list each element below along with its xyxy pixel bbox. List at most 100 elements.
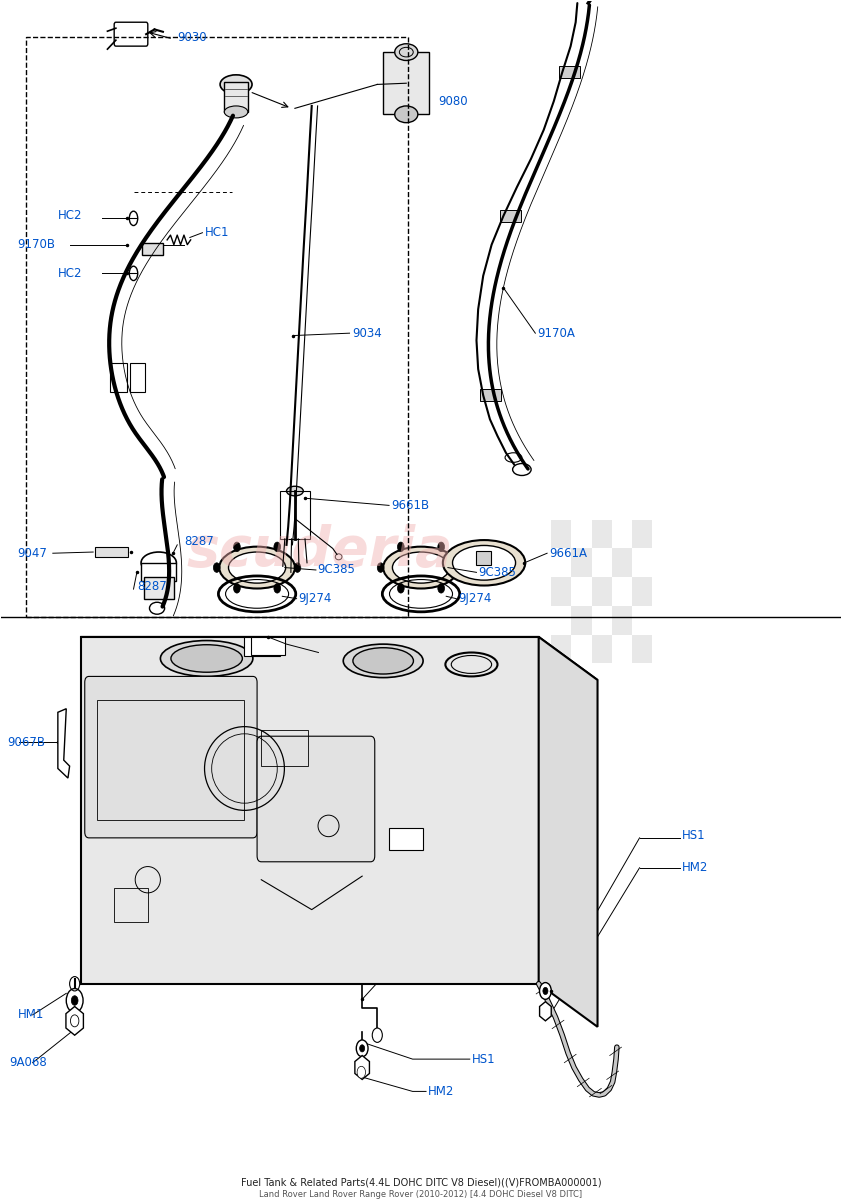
Text: HS1: HS1 — [472, 1052, 495, 1066]
Text: 9002: 9002 — [557, 757, 587, 770]
Ellipse shape — [220, 74, 252, 94]
Circle shape — [294, 563, 301, 572]
Bar — [552, 520, 572, 548]
Circle shape — [67, 989, 83, 1013]
Bar — [261, 731, 307, 766]
Text: HC2: HC2 — [58, 210, 83, 222]
Bar — [612, 635, 632, 664]
Circle shape — [233, 542, 240, 552]
Bar — [632, 548, 653, 577]
Text: HM2: HM2 — [681, 862, 708, 875]
Bar — [572, 635, 592, 664]
Bar — [280, 491, 310, 539]
Text: 8287: 8287 — [137, 581, 167, 593]
Bar — [632, 635, 653, 664]
Circle shape — [274, 542, 280, 552]
Circle shape — [438, 583, 445, 593]
Ellipse shape — [392, 552, 450, 583]
Text: HC1: HC1 — [205, 227, 230, 239]
Polygon shape — [539, 637, 598, 1027]
Circle shape — [360, 1045, 365, 1052]
Text: Fuel Tank & Related Parts(4.4L DOHC DITC V8 Diesel)((V)FROMBA000001): Fuel Tank & Related Parts(4.4L DOHC DITC… — [241, 1177, 601, 1187]
Polygon shape — [58, 709, 70, 778]
Ellipse shape — [219, 547, 295, 588]
Ellipse shape — [505, 452, 522, 462]
Bar — [131, 364, 146, 391]
Bar — [612, 606, 632, 635]
Text: Land Rover Land Rover Range Rover (2010-2012) [4.4 DOHC Diesel V8 DITC]: Land Rover Land Rover Range Rover (2010-… — [259, 1189, 583, 1199]
Bar — [552, 606, 572, 635]
Polygon shape — [81, 637, 598, 680]
Bar — [612, 548, 632, 577]
Circle shape — [233, 583, 240, 593]
Bar — [244, 637, 280, 656]
Ellipse shape — [171, 644, 242, 672]
Bar — [592, 520, 612, 548]
Bar — [552, 577, 572, 606]
Bar — [480, 389, 501, 401]
Text: 9C385: 9C385 — [478, 566, 516, 578]
Text: 9170A: 9170A — [537, 326, 575, 340]
Ellipse shape — [228, 552, 285, 583]
Bar — [632, 577, 653, 606]
Bar — [142, 244, 163, 256]
Text: 9092: 9092 — [459, 918, 488, 930]
Bar — [224, 82, 248, 112]
Text: 9J274: 9J274 — [298, 592, 332, 605]
Text: 9047: 9047 — [18, 547, 47, 559]
Circle shape — [397, 542, 404, 552]
Circle shape — [543, 988, 548, 995]
Circle shape — [458, 563, 465, 572]
Bar — [383, 52, 429, 114]
Polygon shape — [81, 637, 539, 984]
Bar — [612, 520, 632, 548]
Bar — [559, 66, 580, 78]
Bar — [500, 210, 521, 222]
Bar — [612, 577, 632, 606]
Circle shape — [540, 983, 552, 1000]
Bar — [592, 606, 612, 635]
Ellipse shape — [286, 486, 303, 496]
Bar — [141, 563, 176, 581]
Ellipse shape — [383, 547, 459, 588]
Circle shape — [274, 583, 280, 593]
Bar — [110, 364, 127, 391]
Bar — [552, 548, 572, 577]
Circle shape — [438, 542, 445, 552]
Circle shape — [372, 1028, 382, 1043]
Bar — [95, 547, 129, 557]
Text: 9034: 9034 — [352, 326, 381, 340]
Bar — [572, 520, 592, 548]
Ellipse shape — [395, 43, 418, 60]
Circle shape — [213, 563, 220, 572]
Bar — [144, 577, 173, 599]
Text: HM1: HM1 — [18, 1008, 44, 1021]
Text: 9661B: 9661B — [392, 499, 429, 512]
FancyBboxPatch shape — [115, 23, 148, 46]
Circle shape — [72, 996, 78, 1006]
Bar — [251, 637, 285, 655]
Circle shape — [356, 1040, 368, 1057]
Text: 9C385: 9C385 — [317, 564, 355, 576]
Text: 9A068: 9A068 — [9, 1056, 47, 1069]
Ellipse shape — [452, 546, 515, 580]
Text: 9661A: 9661A — [550, 547, 588, 559]
Bar — [98, 701, 244, 820]
Text: 9030: 9030 — [177, 31, 207, 44]
Bar — [592, 635, 612, 664]
Ellipse shape — [344, 644, 423, 678]
Bar — [572, 606, 592, 635]
Bar — [572, 548, 592, 577]
Bar — [632, 606, 653, 635]
Text: 6A956: 6A956 — [473, 808, 511, 821]
Circle shape — [357, 1067, 365, 1079]
Text: HC2: HC2 — [58, 266, 83, 280]
Bar — [389, 828, 423, 850]
Text: 9170B: 9170B — [18, 238, 56, 251]
Circle shape — [397, 583, 404, 593]
Text: 9067B: 9067B — [8, 736, 45, 749]
Text: 9J274: 9J274 — [458, 592, 492, 605]
Ellipse shape — [513, 463, 531, 475]
Text: HS1: HS1 — [681, 829, 706, 842]
Ellipse shape — [161, 641, 253, 677]
